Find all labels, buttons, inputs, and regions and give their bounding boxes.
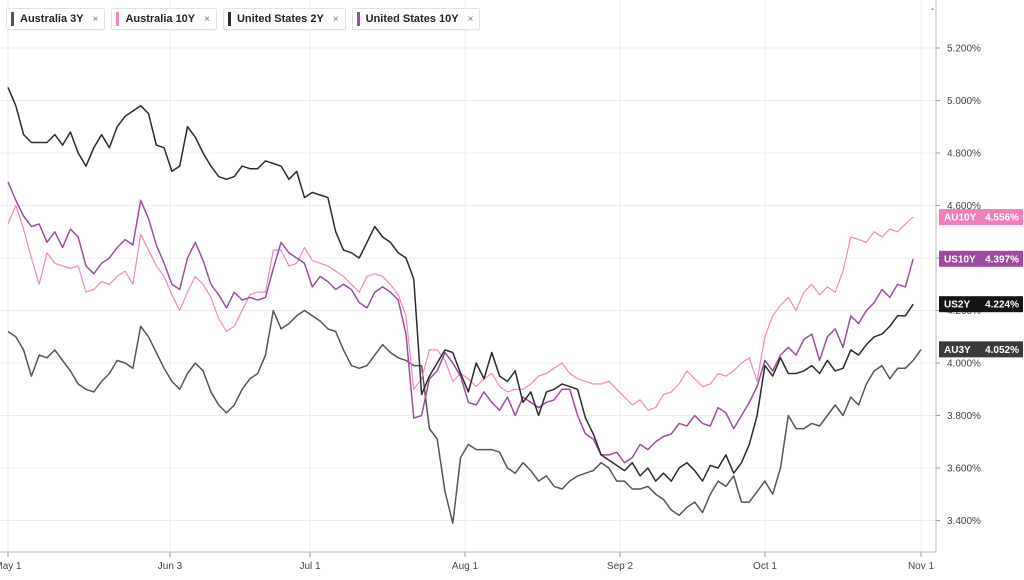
close-icon[interactable]: × bbox=[332, 13, 339, 25]
flag-tag: AU10Y bbox=[944, 213, 977, 224]
series-line-au10y bbox=[7, 204, 914, 411]
legend-swatch bbox=[227, 12, 231, 26]
flag-value: 4.556% bbox=[985, 213, 1019, 224]
series-line-us2y bbox=[7, 87, 914, 482]
series-lines bbox=[7, 87, 922, 524]
flag-tag: US10Y bbox=[944, 254, 976, 265]
flag-value: 4.224% bbox=[985, 300, 1019, 311]
legend-label: United States 2Y bbox=[236, 13, 324, 25]
y-tick-label: 5.200% bbox=[947, 44, 981, 55]
legend-item-au3y[interactable]: Australia 3Y × bbox=[6, 8, 106, 30]
flag-au10y: AU10Y 4.556% bbox=[939, 209, 1023, 226]
flag-background bbox=[939, 296, 1023, 313]
x-tick-label: Jul 1 bbox=[299, 561, 321, 572]
flag-tag: AU3Y bbox=[944, 345, 971, 356]
close-icon[interactable]: × bbox=[92, 13, 99, 25]
x-tick-label: Oct 1 bbox=[753, 561, 777, 572]
legend-swatch bbox=[356, 12, 360, 26]
flag-background bbox=[939, 341, 1023, 358]
y-tick-label: 5.000% bbox=[947, 96, 981, 107]
close-icon[interactable]: × bbox=[204, 13, 210, 25]
flag-tag: US2Y bbox=[944, 300, 970, 311]
flag-background bbox=[939, 250, 1023, 267]
legend-item-au10y[interactable]: Australia 10Y × bbox=[111, 8, 217, 30]
x-tick-label: Aug 1 bbox=[452, 561, 479, 572]
flag-background bbox=[939, 209, 1023, 226]
legend-item-us10y[interactable]: United States 10Y × bbox=[351, 8, 481, 30]
flag-value: 4.052% bbox=[985, 345, 1019, 356]
y-tick-label: 3.600% bbox=[947, 464, 981, 475]
series-line-us10y bbox=[7, 181, 914, 464]
y-axis: 3.400%3.600%3.800%4.000%4.200%4.400%4.60… bbox=[935, 0, 981, 552]
x-tick-label: May 1 bbox=[0, 561, 22, 572]
close-icon[interactable]: × bbox=[467, 13, 474, 25]
legend: Australia 3Y × Australia 10Y × United States… bbox=[6, 8, 481, 30]
flag-us10y: US10Y 4.397% bbox=[939, 250, 1023, 267]
x-tick-label: Nov 1 bbox=[908, 561, 935, 572]
grid bbox=[0, 0, 936, 552]
x-tick-label: Sep 2 bbox=[607, 561, 634, 572]
y-tick-label: 4.000% bbox=[947, 359, 981, 370]
legend-label: Australia 3Y bbox=[20, 13, 84, 25]
y-tick-label: 4.800% bbox=[947, 149, 981, 160]
legend-label: Australia 10Y bbox=[125, 13, 196, 25]
legend-swatch bbox=[11, 12, 14, 26]
y-tick-label: 4.600% bbox=[947, 201, 981, 212]
y-tick-label: 3.800% bbox=[947, 411, 981, 422]
flag-us2y: US2Y 4.224% bbox=[939, 296, 1023, 313]
last-value-flags: AU3Y 4.052% AU10Y 4.556% US2Y 4.224% US10Y 4.39… bbox=[939, 209, 1023, 358]
legend-label: United States 10Y bbox=[365, 13, 459, 25]
legend-item-us2y[interactable]: United States 2Y × bbox=[222, 8, 346, 30]
scroll-marker: - bbox=[931, 4, 934, 15]
series-line-au3y bbox=[7, 309, 922, 524]
flag-au3y: AU3Y 4.052% bbox=[939, 341, 1023, 358]
flag-value: 4.397% bbox=[985, 254, 1019, 265]
y-tick-label: 3.400% bbox=[947, 516, 981, 527]
x-tick-label: Jun 3 bbox=[158, 561, 183, 572]
x-axis: May 1 Jun 3 Jul 1 Aug 1 Sep 2 Oct 1 Nov 1 bbox=[0, 551, 936, 572]
legend-swatch bbox=[116, 12, 120, 26]
